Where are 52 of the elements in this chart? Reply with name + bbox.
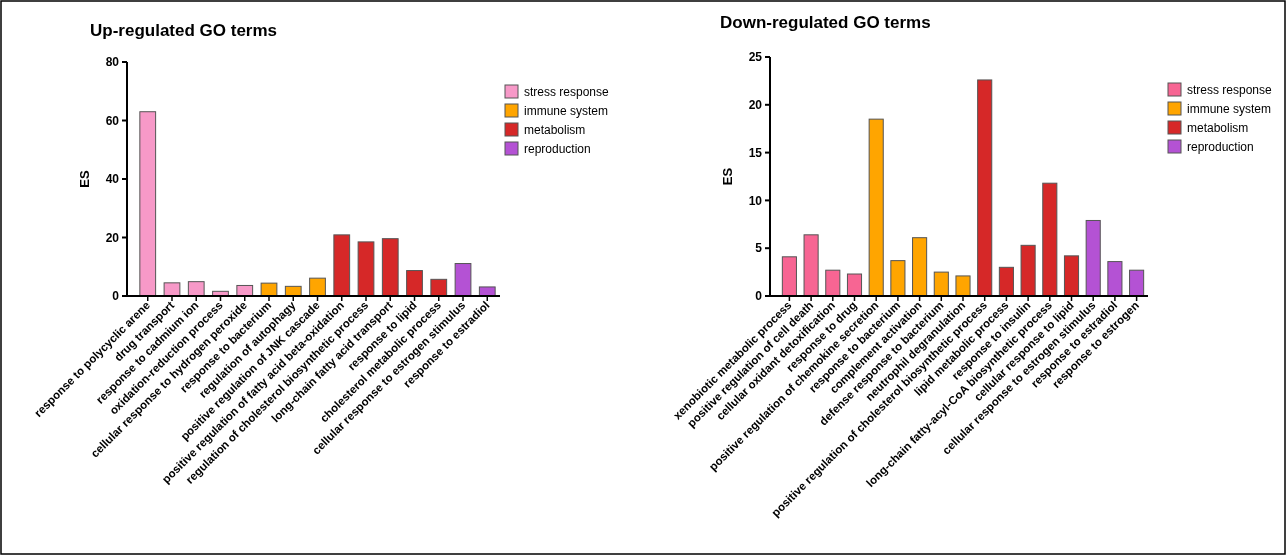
bar (1129, 269, 1145, 297)
bar (454, 263, 472, 297)
bar (1107, 261, 1123, 297)
legend-label: immune system (1187, 102, 1272, 117)
y-tick-label: 80 (105, 55, 120, 70)
bar (868, 118, 884, 297)
legend-label: stress response (1187, 83, 1273, 98)
y-tick-label: 10 (748, 193, 763, 208)
bar (1042, 182, 1058, 297)
bar (846, 273, 863, 297)
bar (139, 111, 157, 297)
bar (890, 260, 906, 297)
y-tick-label: 25 (748, 50, 763, 65)
bar (381, 238, 399, 297)
legend-label: reproduction (524, 142, 591, 157)
bar (260, 282, 278, 297)
y-tick-label: 0 (755, 289, 763, 304)
bar (825, 269, 841, 297)
y-tick-label: 40 (105, 172, 120, 187)
y-tick-label: 20 (105, 230, 120, 245)
bar (187, 281, 205, 297)
bar (1085, 219, 1101, 297)
bar (357, 241, 375, 297)
bar (977, 79, 993, 297)
y-axis-title: ES (77, 170, 92, 188)
legend-label: metabolism (1187, 121, 1249, 136)
y-tick-label: 60 (105, 113, 120, 128)
bar (333, 234, 351, 297)
bar (478, 286, 496, 297)
legend-label: reproduction (1187, 140, 1254, 155)
legend-label: metabolism (524, 123, 586, 138)
chart-title: Up-regulated GO terms (90, 21, 278, 40)
y-tick-label: 5 (755, 241, 763, 256)
bar (933, 271, 949, 297)
bar (912, 237, 928, 297)
bar (430, 278, 448, 297)
y-tick-label: 15 (748, 145, 763, 160)
y-tick-label: 0 (112, 289, 120, 304)
legend-label: stress response (524, 85, 610, 100)
bar (1020, 244, 1036, 297)
bar (781, 256, 797, 297)
bar (998, 266, 1014, 297)
bar (406, 270, 423, 297)
legend-label: immune system (524, 104, 609, 119)
chart-title: Down-regulated GO terms (720, 13, 931, 32)
bar (309, 277, 326, 297)
y-tick-label: 20 (748, 98, 763, 112)
bar (1063, 255, 1080, 297)
bar (803, 234, 819, 297)
y-axis-title: ES (720, 167, 735, 186)
bar (163, 282, 181, 297)
bar (955, 275, 971, 297)
